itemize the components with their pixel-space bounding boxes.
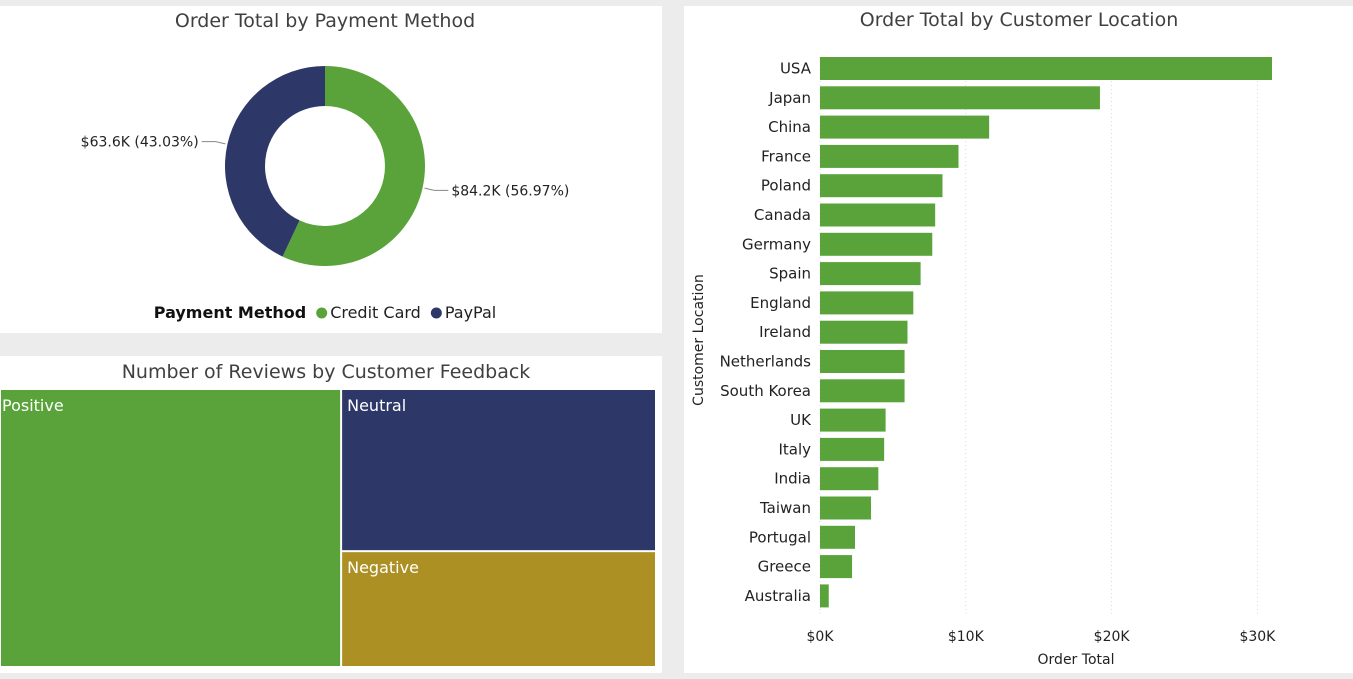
- category-label-uk: UK: [790, 411, 812, 429]
- donut-title: Order Total by Payment Method: [175, 10, 475, 32]
- customer-feedback-panel: Number of Reviews by Customer Feedback P…: [0, 356, 662, 673]
- bar-usa[interactable]: [820, 57, 1272, 80]
- category-label-south-korea: South Korea: [720, 382, 811, 400]
- bar-chart-title: Order Total by Customer Location: [860, 9, 1178, 31]
- category-label-england: England: [750, 294, 811, 312]
- category-label-netherlands: Netherlands: [720, 353, 812, 371]
- customer-location-bar-chart: Order Total by Customer Location USA Japa…: [691, 9, 1276, 668]
- bar-portugal[interactable]: [820, 525, 855, 549]
- bar-england[interactable]: [820, 291, 914, 315]
- category-label-india: India: [774, 470, 811, 488]
- category-label-china: China: [768, 118, 811, 136]
- bar-india[interactable]: [820, 467, 879, 491]
- x-tick-label-0: $0K: [807, 629, 835, 645]
- bar-ireland[interactable]: [820, 320, 908, 344]
- customer-feedback-treemap: Number of Reviews by Customer Feedback P…: [1, 361, 655, 666]
- legend-item-credit-card[interactable]: Credit Card: [330, 303, 421, 322]
- donut-data-label-paypal: $63.6K (43.03%): [81, 135, 199, 151]
- legend-marker-paypal: [430, 307, 442, 319]
- category-label-usa: USA: [780, 60, 812, 78]
- bar-poland[interactable]: [820, 174, 943, 198]
- payment-method-panel: Order Total by Payment Method $84.2K (56…: [0, 6, 662, 333]
- payment-method-donut-chart: Order Total by Payment Method $84.2K (56…: [81, 10, 570, 322]
- bar-canada[interactable]: [820, 203, 936, 227]
- donut-legend: Payment Method Credit Card PayPal: [154, 303, 496, 322]
- bar-taiwan[interactable]: [820, 496, 872, 520]
- bar-france[interactable]: [820, 144, 959, 168]
- bar-china[interactable]: [820, 115, 990, 139]
- treemap-cell-positive[interactable]: [1, 390, 341, 666]
- x-tick-label-1: $10K: [948, 629, 985, 645]
- category-label-greece: Greece: [758, 558, 811, 576]
- bar-spain[interactable]: [820, 262, 921, 286]
- donut-leader-credit-card: [424, 187, 449, 191]
- donut-data-label-credit-card: $84.2K (56.97%): [451, 183, 569, 199]
- category-label-germany: Germany: [742, 235, 811, 253]
- donut-slice-paypal[interactable]: [225, 66, 325, 257]
- x-tick-label-2: $20K: [1094, 629, 1131, 645]
- category-label-ireland: Ireland: [759, 323, 811, 341]
- category-label-taiwan: Taiwan: [759, 499, 811, 517]
- customer-location-panel: Order Total by Customer Location USA Japa…: [684, 6, 1353, 673]
- bar-japan[interactable]: [820, 86, 1100, 110]
- bar-australia[interactable]: [820, 584, 829, 608]
- bar-greece[interactable]: [820, 555, 853, 579]
- donut-slice-credit-card[interactable]: [282, 66, 425, 266]
- bar-germany[interactable]: [820, 232, 933, 256]
- category-label-poland: Poland: [761, 177, 811, 195]
- category-label-japan: Japan: [768, 89, 811, 107]
- treemap-label-positive: Positive: [2, 396, 64, 415]
- legend-title: Payment Method: [154, 303, 306, 322]
- treemap-cell-negative[interactable]: [342, 552, 655, 666]
- legend-marker-credit-card: [316, 307, 328, 319]
- category-label-australia: Australia: [745, 587, 811, 605]
- x-axis-title: Order Total: [1038, 652, 1115, 668]
- category-label-france: France: [761, 147, 811, 165]
- bar-south-korea[interactable]: [820, 379, 905, 403]
- bar-italy[interactable]: [820, 437, 885, 461]
- donut-leader-paypal: [201, 141, 226, 145]
- bar-uk[interactable]: [820, 408, 886, 432]
- category-label-portugal: Portugal: [749, 528, 811, 546]
- category-label-italy: Italy: [778, 440, 811, 458]
- category-label-spain: Spain: [769, 265, 811, 283]
- treemap-label-negative: Negative: [347, 558, 419, 577]
- x-tick-label-3: $30K: [1239, 629, 1276, 645]
- treemap-title: Number of Reviews by Customer Feedback: [122, 361, 531, 383]
- legend-item-paypal[interactable]: PayPal: [445, 303, 496, 322]
- bar-netherlands[interactable]: [820, 350, 905, 373]
- treemap-cell-neutral[interactable]: [342, 390, 655, 551]
- treemap-label-neutral: Neutral: [347, 396, 406, 415]
- y-axis-title: Customer Location: [691, 274, 707, 406]
- category-label-canada: Canada: [754, 206, 811, 224]
